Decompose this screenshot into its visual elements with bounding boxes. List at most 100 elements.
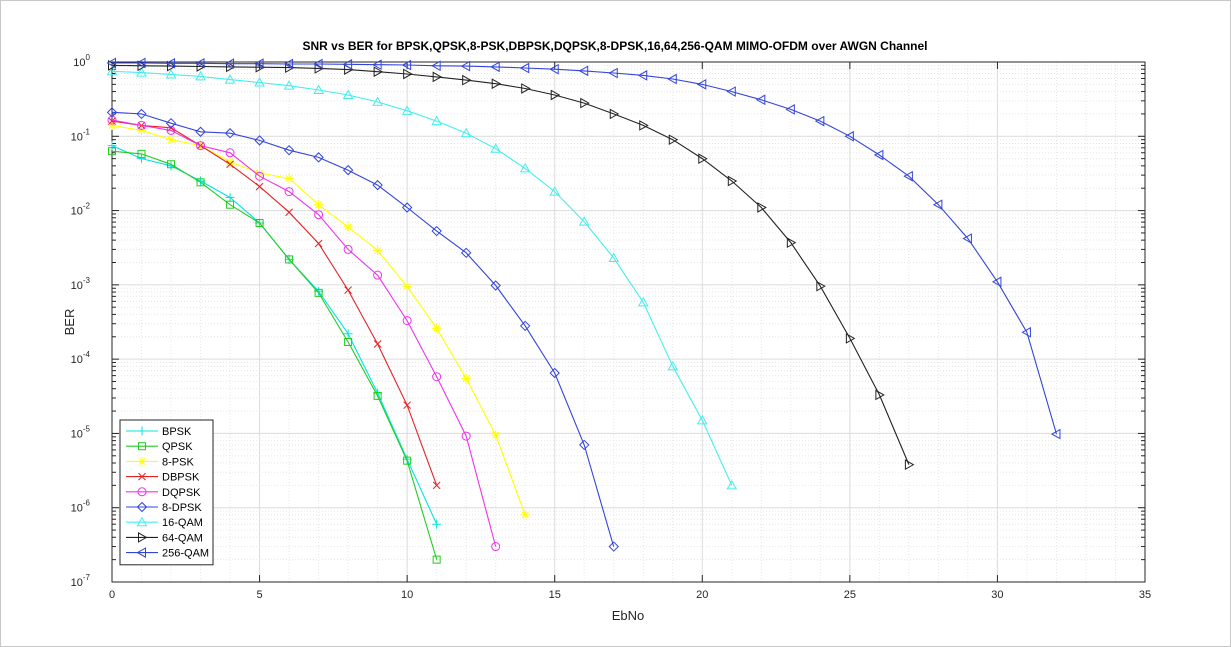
y-tick-label: 10-5: [71, 424, 91, 440]
data-point-8-dpsk: [460, 247, 472, 259]
series-line-8-dpsk: [111, 111, 615, 547]
data-point-8-psk: [314, 200, 324, 210]
series-line-dbpsk: [111, 120, 438, 486]
data-point-64-qam: [462, 74, 472, 86]
y-tick-label: 10-1: [71, 127, 91, 143]
data-point-256-qam: [106, 57, 116, 69]
data-point-256-qam: [135, 57, 146, 69]
x-tick-label: 35: [1139, 589, 1151, 601]
data-point-256-qam: [844, 130, 854, 142]
data-point-8-psk: [491, 430, 501, 440]
data-point-qpsk: [314, 288, 323, 297]
data-point-64-qam: [727, 175, 738, 187]
series-qpsk: [108, 147, 441, 564]
data-point-256-qam: [814, 115, 825, 127]
data-point-qpsk: [344, 338, 353, 347]
data-point-qpsk: [432, 555, 441, 564]
series-16-qam: [106, 65, 738, 490]
data-point-64-qam: [639, 120, 649, 131]
data-point-8-dpsk: [283, 144, 295, 156]
data-point-256-qam: [755, 94, 766, 106]
data-point-8-psk: [284, 174, 294, 184]
data-point-64-qam: [373, 66, 384, 78]
data-point-8-psk: [166, 135, 176, 145]
data-point-16-qam: [726, 479, 738, 490]
data-point-16-qam: [696, 414, 708, 425]
y-tick-labels: 10-7 10-6 10-5 10-4 10-3 10-2 10-1 100: [71, 53, 91, 589]
data-point-16-qam: [283, 80, 295, 90]
data-point-16-qam: [401, 105, 413, 115]
data-point-256-qam: [696, 79, 707, 90]
data-point-8-dpsk: [224, 128, 236, 139]
data-point-bpsk: [107, 141, 117, 151]
legend-marker: [138, 472, 146, 481]
x-tick-label: 30: [991, 589, 1003, 601]
data-point-16-qam: [224, 74, 236, 84]
data-point-256-qam: [342, 58, 353, 70]
data-point-dbpsk: [432, 481, 441, 490]
legend-label: 16-QAM: [162, 517, 203, 529]
series-line-16-qam: [111, 70, 733, 486]
data-point-256-qam: [962, 233, 972, 244]
data-point-16-qam: [549, 186, 561, 196]
data-point-256-qam: [785, 104, 795, 115]
x-tick-label: 20: [696, 589, 708, 601]
data-point-bpsk: [432, 519, 442, 529]
legend-item-bpsk: BPSK: [126, 426, 192, 438]
data-point-8-psk: [373, 246, 383, 256]
data-point-8-dpsk: [254, 135, 265, 146]
x-tick-label: 5: [257, 589, 263, 601]
data-point-256-qam: [401, 59, 412, 71]
data-point-256-qam: [519, 62, 530, 74]
legend-label: 8-DPSK: [162, 502, 202, 514]
data-point-dqpsk: [137, 120, 147, 130]
x-tick-label: 25: [844, 589, 856, 601]
data-point-8-dpsk: [431, 225, 442, 237]
data-point-64-qam: [845, 333, 856, 344]
data-point-256-qam: [608, 67, 618, 79]
data-point-dqpsk: [432, 372, 442, 382]
data-point-8-dpsk: [519, 320, 531, 332]
series-line-qpsk: [111, 150, 438, 560]
legend: BPSK QPSK 8-PSK DBPSK DQPSK 8-DPSK 16-QAM 64-QA…: [119, 419, 214, 566]
data-point-dqpsk: [196, 141, 206, 151]
plot-area-border: [111, 61, 1146, 583]
data-point-16-qam: [667, 360, 679, 371]
x-tick-label: 10: [401, 589, 413, 601]
data-point-16-qam: [372, 96, 383, 106]
data-point-16-qam: [431, 115, 443, 126]
data-point-64-qam: [491, 78, 502, 90]
data-point-64-qam: [285, 62, 295, 73]
data-point-qpsk: [226, 200, 235, 209]
data-point-8-dpsk: [136, 108, 147, 120]
data-point-qpsk: [167, 160, 176, 169]
x-tick-label: 15: [549, 589, 561, 601]
legend-label: 256-QAM: [162, 548, 209, 560]
data-point-64-qam: [816, 280, 826, 292]
legend-item-qpsk: QPSK: [126, 441, 193, 453]
data-point-256-qam: [490, 61, 500, 73]
data-point-8-psk: [402, 282, 412, 292]
data-point-bpsk: [343, 329, 353, 339]
y-axis-title: BER: [62, 309, 77, 336]
legend-box: [119, 419, 214, 566]
data-point-256-qam: [195, 57, 205, 69]
data-point-dbpsk: [226, 160, 234, 169]
data-point-dbpsk: [373, 340, 382, 348]
data-point-16-qam: [519, 162, 531, 173]
data-point-256-qam: [224, 58, 235, 70]
data-point-256-qam: [1050, 428, 1061, 440]
data-point-8-dpsk: [195, 126, 206, 137]
data-point-dqpsk: [284, 187, 294, 197]
legend-item-64-qam: 64-QAM: [126, 532, 203, 544]
legend-label: DQPSK: [162, 487, 201, 499]
series-8-dpsk: [106, 107, 619, 552]
data-point-256-qam: [873, 149, 884, 161]
data-point-qpsk: [196, 178, 205, 187]
data-point-256-qam: [283, 58, 294, 70]
data-point-64-qam: [226, 61, 236, 73]
data-point-64-qam: [521, 83, 531, 94]
data-point-64-qam: [698, 153, 708, 165]
data-point-dqpsk: [314, 210, 324, 220]
data-point-dqpsk: [255, 171, 265, 181]
